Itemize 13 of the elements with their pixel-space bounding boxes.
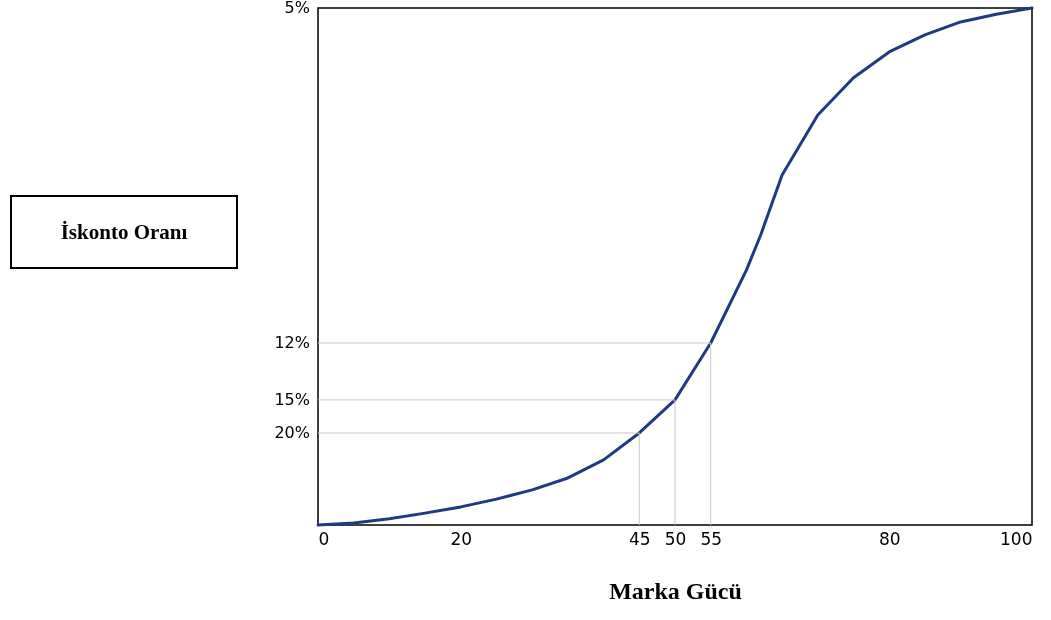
- text: İskonto Oranı: [10, 195, 238, 269]
- x-axis-title: Marka Gücü: [609, 577, 742, 604]
- text: 5%: [284, 0, 310, 17]
- x-tick-label: 100: [1000, 528, 1033, 549]
- x-tick-label: 20: [450, 528, 473, 549]
- text: 20%: [274, 422, 310, 442]
- text: 12%: [274, 333, 310, 353]
- x-tick-label: 55: [700, 528, 723, 549]
- text: 15%: [274, 389, 310, 409]
- x-tick-label: 50: [664, 528, 687, 549]
- x-tick-label: 80: [878, 528, 901, 549]
- x-tick-label: 0: [318, 528, 330, 549]
- x-tick-label: 45: [628, 528, 651, 549]
